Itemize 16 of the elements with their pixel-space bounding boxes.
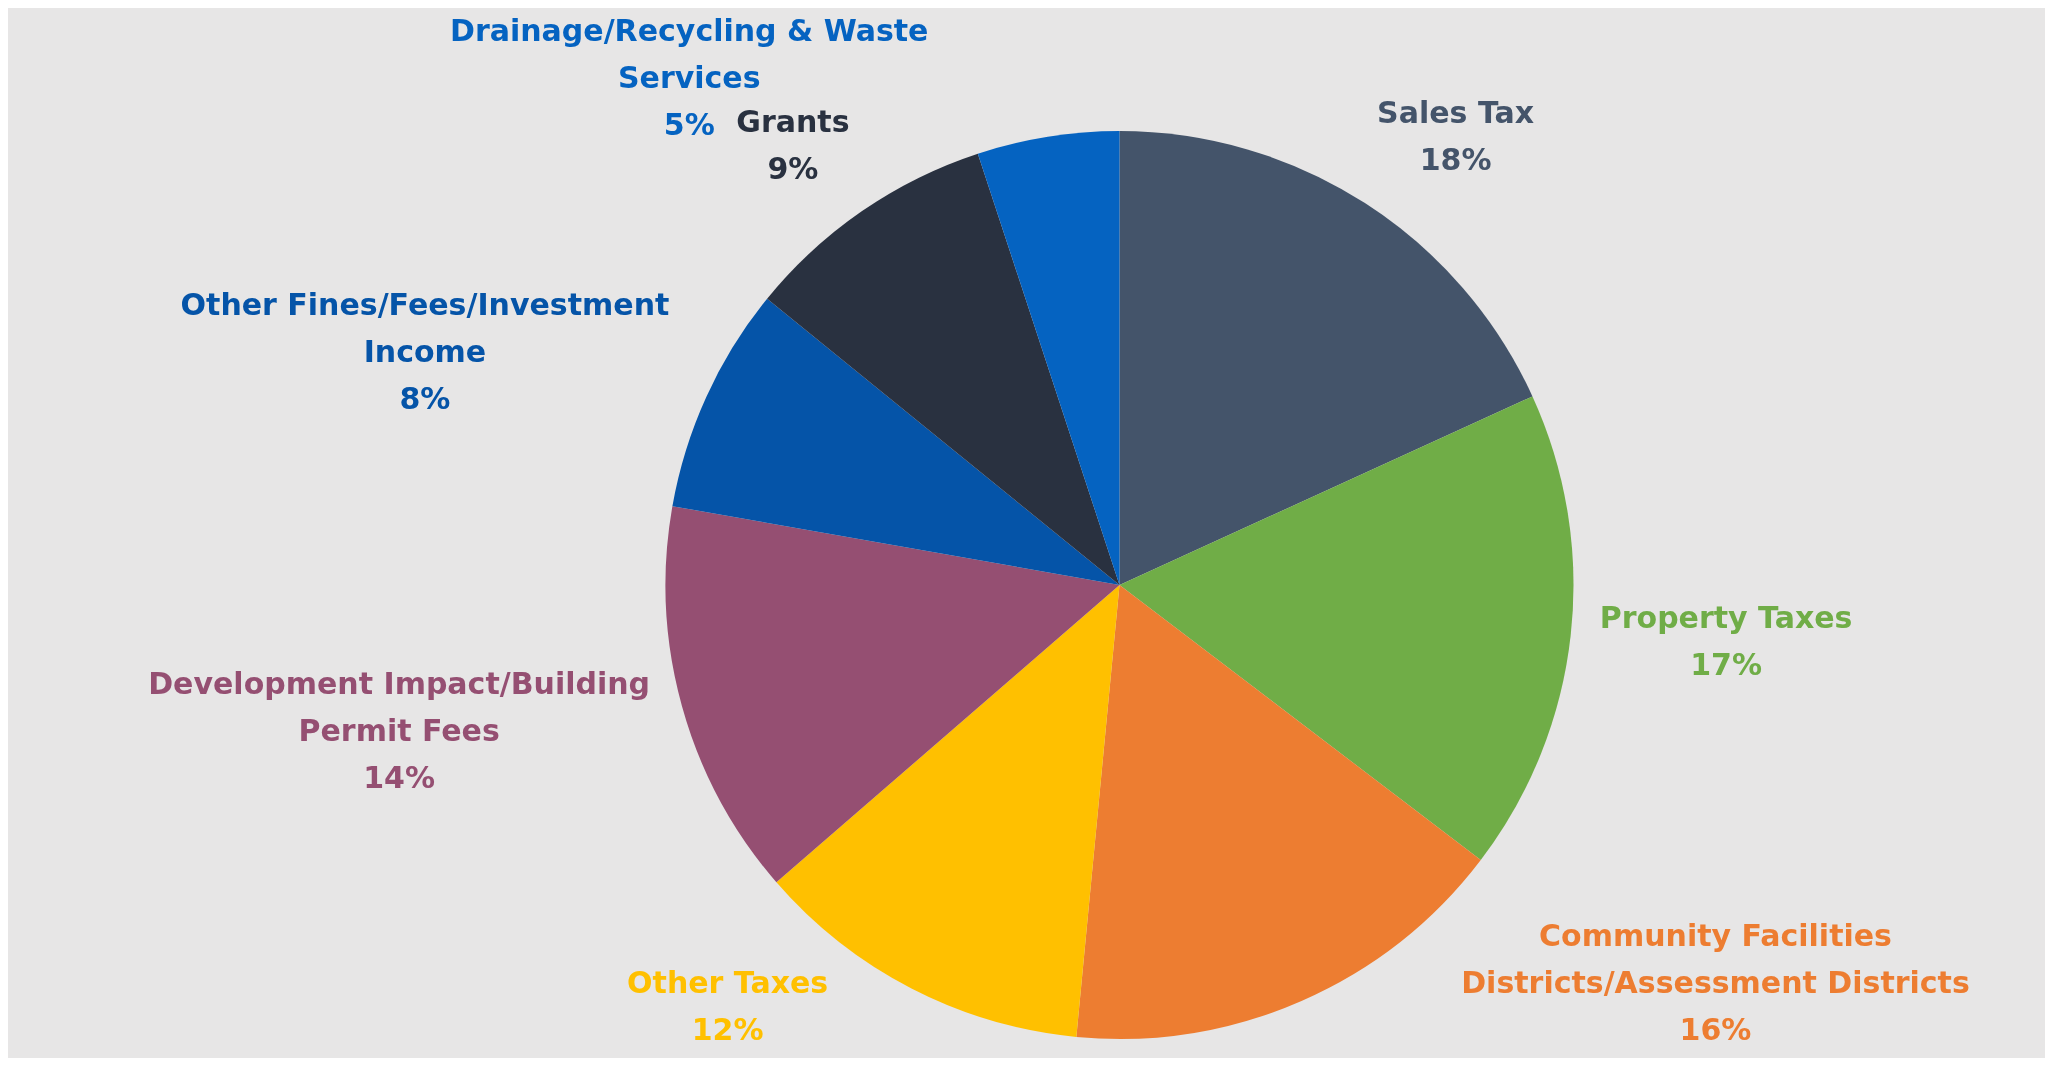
- data-label: 5%: [663, 107, 715, 143]
- data-label: 9%: [767, 150, 819, 186]
- slice-label: Other Fines/Fees/Investment Income: [180, 287, 670, 370]
- data-label: 18%: [1419, 141, 1492, 177]
- data-label: 12%: [691, 1012, 764, 1048]
- slice-label: Property Taxes: [1599, 600, 1853, 636]
- slice-label: Development Impact/Building Permit Fees: [148, 665, 651, 748]
- slice-label: Other Taxes: [627, 965, 829, 1001]
- data-label: 16%: [1679, 1012, 1752, 1048]
- slice-label: Drainage/Recycling & Waste Services: [450, 13, 929, 96]
- data-label: 14%: [363, 759, 436, 795]
- data-label: 8%: [399, 381, 451, 417]
- slice-label: Grants: [736, 103, 850, 139]
- slice-label: Sales Tax: [1377, 94, 1535, 130]
- slice-label: Community Facilities Districts/Assessment Districts: [1461, 918, 1970, 1001]
- data-label: 17%: [1690, 647, 1763, 683]
